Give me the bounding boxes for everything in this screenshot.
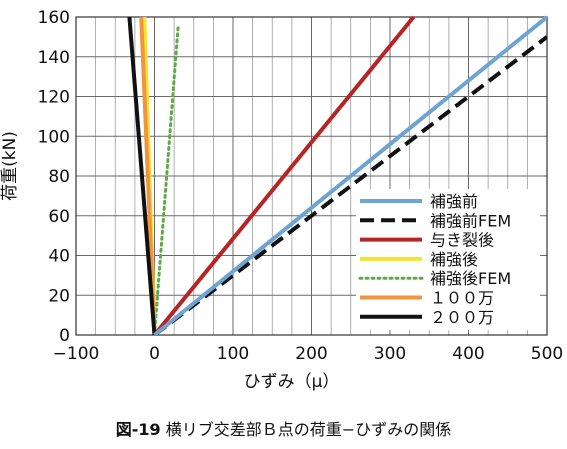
x-tick-label: −100 (53, 344, 100, 364)
y-tick-label: 0 (59, 326, 70, 346)
legend-label: 補強前FEM (430, 211, 511, 230)
y-tick-label: 80 (48, 167, 70, 187)
x-tick-label: 300 (374, 344, 406, 364)
series-line (153, 35, 547, 335)
figure-number: 図-19 (115, 420, 161, 439)
figure-caption: 図-19 横リブ交差部Ｂ点の荷重−ひずみの関係 (0, 416, 567, 440)
x-tick-label: 400 (452, 344, 484, 364)
y-tick-label: 20 (48, 286, 70, 306)
legend-label: 与き裂後 (430, 231, 494, 250)
x-tick-label: 0 (149, 344, 160, 364)
y-tick-label: 160 (38, 8, 70, 28)
y-tick-label: 40 (48, 247, 70, 267)
plot-frame (75, 16, 548, 336)
series-line (153, 25, 180, 335)
legend-label: １００万 (430, 289, 494, 308)
x-axis-label: ひずみ（μ） (244, 372, 340, 392)
legend-label: 補強前 (430, 192, 478, 211)
series-line (153, 15, 547, 335)
y-tick-label: 60 (48, 207, 70, 227)
x-tick-label: 200 (295, 344, 327, 364)
figure-title: 横リブ交差部Ｂ点の荷重−ひずみの関係 (165, 420, 452, 439)
y-tick-label: 120 (38, 88, 70, 108)
series-line (127, 16, 157, 335)
legend-label: ２００万 (430, 308, 494, 327)
x-tick-label: 500 (531, 344, 563, 364)
series-line (152, 15, 416, 335)
y-tick-label: 140 (38, 48, 70, 68)
x-tick-label: 100 (217, 344, 249, 364)
y-tick-label: 100 (38, 127, 70, 147)
y-axis-label: 荷重(kN) (0, 131, 20, 201)
legend-label: 補強後 (430, 250, 478, 269)
legend-label: 補強後FEM (430, 269, 511, 288)
